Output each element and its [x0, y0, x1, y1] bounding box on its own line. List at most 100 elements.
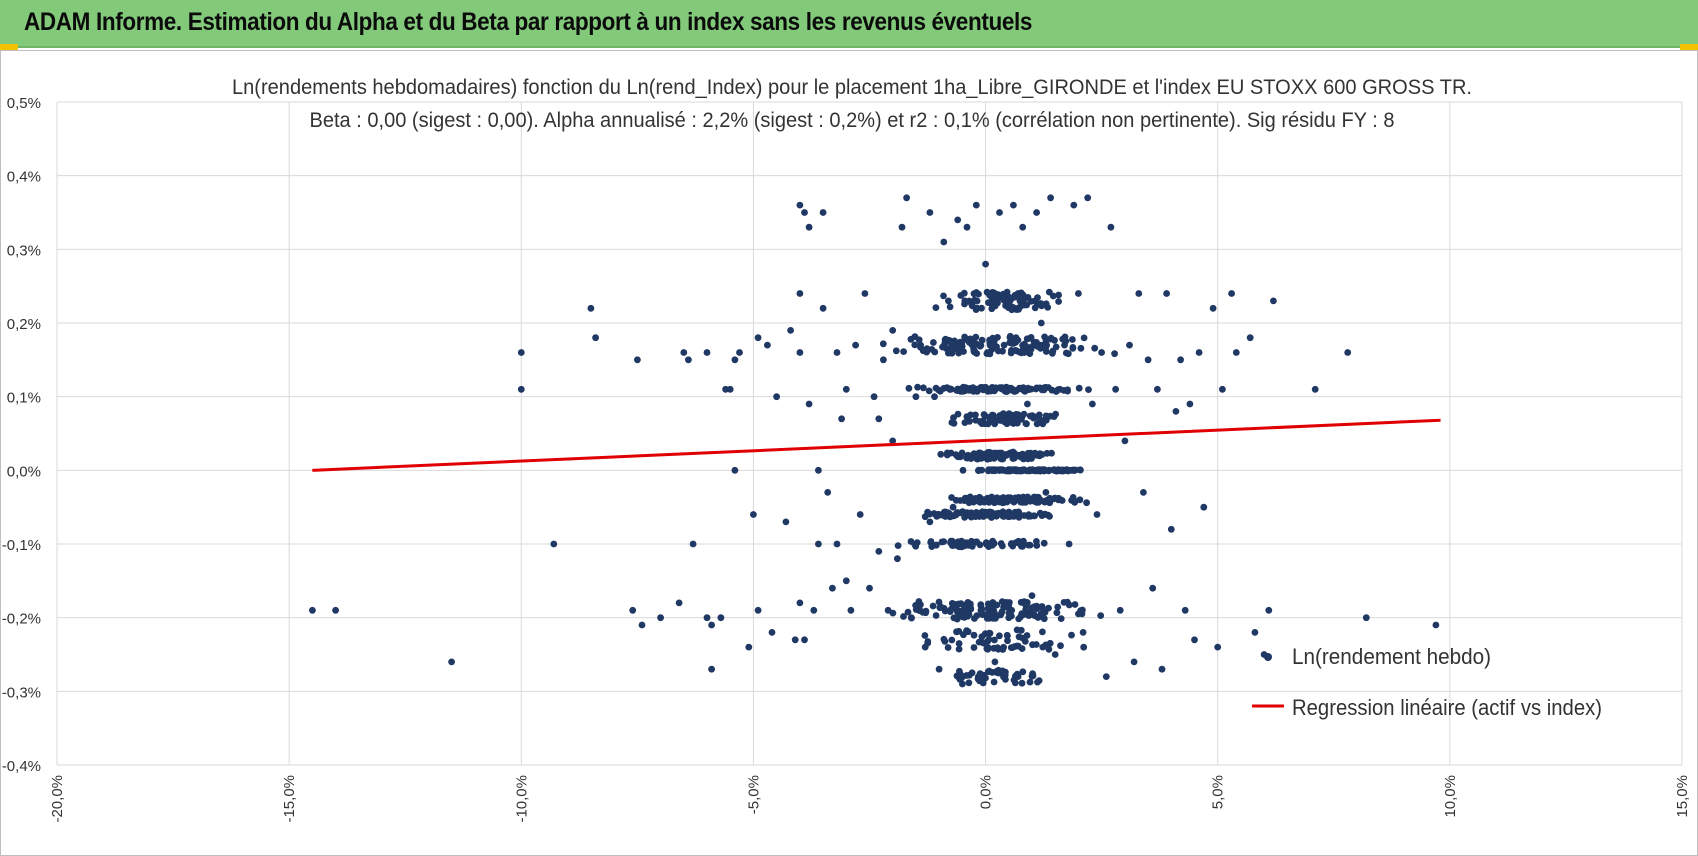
data-point — [954, 216, 962, 224]
data-point — [1049, 292, 1057, 300]
data-point — [988, 668, 996, 676]
data-point — [1052, 410, 1059, 418]
data-point — [922, 609, 930, 617]
data-point — [964, 599, 972, 606]
data-point — [1010, 676, 1018, 684]
data-point — [587, 304, 595, 312]
data-point — [972, 416, 980, 424]
data-point — [787, 327, 794, 334]
data-point — [967, 605, 975, 613]
data-point — [685, 356, 692, 364]
data-point — [920, 384, 927, 392]
regression-line — [312, 418, 1441, 472]
data-point — [988, 305, 996, 313]
data-point — [1033, 538, 1040, 545]
data-point — [815, 466, 822, 474]
data-point — [968, 669, 976, 677]
data-point — [1019, 611, 1027, 619]
data-point — [968, 542, 976, 550]
x-tick-label: 10,0% — [1442, 775, 1459, 818]
data-point — [448, 658, 455, 666]
data-point — [1008, 306, 1016, 314]
data-point — [912, 393, 920, 401]
data-point — [1432, 621, 1440, 629]
data-point — [1023, 599, 1031, 606]
data-point — [898, 223, 906, 231]
data-point — [1046, 512, 1053, 520]
data-point — [1022, 420, 1030, 427]
data-point — [955, 607, 962, 615]
data-point — [1093, 511, 1101, 518]
data-point — [1021, 340, 1028, 348]
data-point — [1000, 295, 1007, 303]
data-point — [815, 540, 822, 548]
data-point — [1047, 334, 1055, 342]
data-point — [915, 336, 923, 344]
data-point — [917, 343, 924, 351]
data-point — [998, 608, 1006, 616]
data-point — [957, 600, 965, 608]
legend-label-scatter: Ln(rendement hebdo) — [1292, 644, 1491, 669]
legend-label-regression: Regression linéaire (actif vs index) — [1292, 695, 1602, 720]
data-point — [926, 209, 934, 216]
data-point — [1017, 289, 1025, 297]
data-point — [856, 511, 864, 518]
data-point — [796, 201, 804, 209]
data-point — [932, 612, 940, 619]
data-point — [1020, 410, 1028, 418]
data-point — [961, 419, 969, 426]
data-point — [1039, 420, 1047, 428]
data-point — [963, 627, 970, 634]
data-point — [1075, 290, 1082, 297]
data-point — [935, 598, 943, 606]
data-point — [978, 606, 986, 613]
data-point — [991, 467, 999, 475]
data-point — [1040, 615, 1048, 623]
data-point — [990, 449, 997, 457]
data-point — [731, 466, 739, 474]
data-point — [999, 542, 1006, 550]
data-point — [970, 290, 978, 298]
data-point — [1057, 642, 1064, 650]
data-point — [986, 629, 994, 637]
data-point — [1019, 668, 1027, 676]
data-point — [1027, 449, 1034, 457]
data-point — [1362, 614, 1370, 622]
data-point — [829, 584, 836, 592]
data-point — [866, 584, 873, 592]
data-point — [1195, 349, 1203, 356]
data-point — [1078, 610, 1086, 618]
data-point — [1029, 670, 1036, 677]
data-point — [1026, 350, 1034, 357]
data-point — [996, 632, 1003, 640]
data-point — [1019, 223, 1027, 231]
data-point — [946, 303, 954, 311]
data-point — [1031, 603, 1038, 610]
data-point — [988, 386, 995, 394]
data-point — [972, 411, 979, 419]
data-point — [1251, 629, 1259, 636]
data-point — [924, 638, 932, 645]
data-point — [988, 341, 996, 349]
data-point — [1045, 466, 1053, 474]
data-point — [703, 614, 711, 622]
data-point — [990, 608, 998, 616]
data-point — [1265, 606, 1273, 614]
data-point — [999, 410, 1007, 418]
data-point — [708, 621, 715, 629]
data-point — [1020, 537, 1027, 545]
data-point — [1020, 455, 1027, 463]
data-point — [1039, 628, 1046, 636]
data-point — [1209, 304, 1217, 312]
data-point — [824, 489, 832, 496]
data-point — [894, 555, 901, 563]
data-point — [1004, 637, 1011, 645]
data-point — [1049, 350, 1056, 357]
regression-layer — [312, 418, 1441, 472]
data-point — [1001, 510, 1009, 518]
data-point — [1068, 631, 1075, 639]
data-point — [750, 511, 757, 518]
data-point — [944, 644, 952, 651]
data-point — [675, 599, 683, 607]
data-point — [1060, 599, 1068, 606]
